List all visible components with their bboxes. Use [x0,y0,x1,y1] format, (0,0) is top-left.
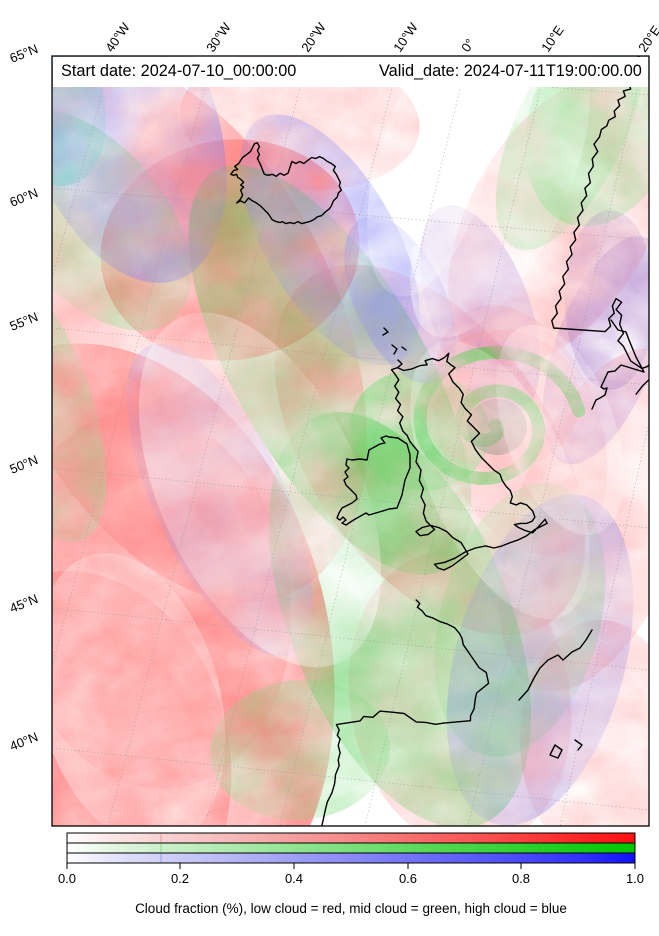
svg-text:1.0: 1.0 [626,871,644,886]
svg-text:20°E: 20°E [635,23,659,55]
svg-text:0.4: 0.4 [285,871,303,886]
svg-text:0.2: 0.2 [171,871,189,886]
svg-text:0°: 0° [458,36,477,55]
svg-text:40°W: 40°W [102,19,133,54]
svg-text:Start date: 2024-07-10_00:00:0: Start date: 2024-07-10_00:00:00 [61,62,296,80]
svg-text:0.0: 0.0 [58,871,76,886]
svg-text:10°E: 10°E [538,23,567,55]
svg-text:40°N: 40°N [8,729,41,754]
svg-text:Valid_date: 2024-07-11T19:00:0: Valid_date: 2024-07-11T19:00:00.00 [379,62,642,80]
svg-text:60°N: 60°N [8,185,41,210]
svg-text:55°N: 55°N [8,309,41,334]
svg-text:Cloud fraction (%), low cloud: Cloud fraction (%), low cloud = red, mid… [135,901,567,916]
svg-text:65°N: 65°N [8,41,41,66]
svg-text:30°W: 30°W [203,19,234,54]
svg-text:0.6: 0.6 [399,871,417,886]
svg-text:0.8: 0.8 [512,871,530,886]
svg-text:50°N: 50°N [8,452,41,477]
svg-text:20°W: 20°W [298,19,329,54]
svg-text:10°W: 10°W [390,19,421,54]
svg-text:45°N: 45°N [8,591,41,616]
